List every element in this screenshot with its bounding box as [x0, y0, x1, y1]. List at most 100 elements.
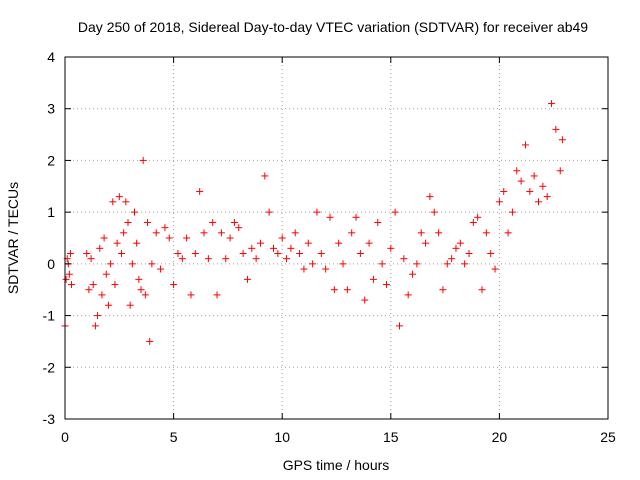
- data-points: [61, 100, 566, 345]
- data-point: [239, 250, 247, 258]
- data-point: [196, 187, 204, 195]
- data-point: [204, 255, 212, 263]
- data-point: [309, 260, 317, 268]
- data-point: [517, 177, 525, 185]
- y-tick-label: 2: [47, 152, 55, 168]
- data-point: [378, 260, 386, 268]
- y-tick-label: 4: [47, 49, 55, 65]
- data-point: [191, 250, 199, 258]
- data-point: [456, 239, 464, 247]
- data-point: [217, 229, 225, 237]
- data-point: [443, 260, 451, 268]
- data-point: [339, 260, 347, 268]
- data-point: [487, 250, 495, 258]
- data-point: [183, 234, 191, 242]
- x-tick-label: 5: [170, 429, 178, 445]
- data-point: [178, 255, 186, 263]
- data-point: [261, 172, 269, 180]
- data-point: [439, 286, 447, 294]
- data-point: [422, 239, 430, 247]
- data-point: [400, 255, 408, 263]
- data-point: [296, 250, 304, 258]
- data-point: [87, 255, 95, 263]
- data-point: [85, 286, 93, 294]
- data-point: [552, 125, 560, 133]
- data-point: [133, 239, 141, 247]
- data-point: [109, 198, 117, 206]
- y-tick-label: -1: [43, 308, 56, 324]
- data-point: [157, 265, 165, 273]
- data-point: [187, 291, 195, 299]
- data-point: [248, 244, 256, 252]
- data-point: [461, 260, 469, 268]
- data-point: [126, 301, 134, 309]
- data-point: [135, 275, 143, 283]
- data-point: [274, 250, 282, 258]
- grid-lines: [65, 57, 608, 419]
- data-point: [117, 250, 125, 258]
- data-point: [365, 239, 373, 247]
- data-point: [148, 260, 156, 268]
- data-point: [98, 291, 106, 299]
- data-point: [209, 218, 217, 226]
- data-point: [200, 229, 208, 237]
- data-point: [66, 250, 74, 258]
- data-point: [152, 229, 160, 237]
- x-tick-label: 0: [61, 429, 69, 445]
- x-axis-label: GPS time / hours: [283, 457, 390, 473]
- data-point: [491, 265, 499, 273]
- x-tick-label: 25: [600, 429, 616, 445]
- data-point: [287, 244, 295, 252]
- data-point: [556, 167, 564, 175]
- data-point: [322, 265, 330, 273]
- data-point: [387, 244, 395, 252]
- data-point: [395, 322, 403, 330]
- data-point: [417, 229, 425, 237]
- data-point: [356, 250, 364, 258]
- data-point: [96, 244, 104, 252]
- data-point: [500, 187, 508, 195]
- data-point: [404, 291, 412, 299]
- data-point: [165, 234, 173, 242]
- y-tick-label: -3: [43, 411, 56, 427]
- data-point: [131, 208, 139, 216]
- data-point: [452, 244, 460, 252]
- data-point: [508, 208, 516, 216]
- data-point: [465, 250, 473, 258]
- chart-title: Day 250 of 2018, Sidereal Day-to-day VTE…: [78, 19, 588, 35]
- data-point: [513, 167, 521, 175]
- data-point: [83, 250, 91, 258]
- data-point: [137, 286, 145, 294]
- data-point: [352, 213, 360, 221]
- data-point: [144, 218, 152, 226]
- data-point: [91, 322, 99, 330]
- x-tick-label: 15: [383, 429, 399, 445]
- data-point: [252, 255, 260, 263]
- y-axis-label: SDTVAR / TECUs: [5, 182, 21, 294]
- x-tick-label: 10: [274, 429, 290, 445]
- data-point: [102, 270, 110, 278]
- data-point: [170, 281, 178, 289]
- data-point: [534, 198, 542, 206]
- data-point: [230, 218, 238, 226]
- data-point: [435, 229, 443, 237]
- data-point: [539, 182, 547, 190]
- data-point: [62, 275, 70, 283]
- data-point: [313, 208, 321, 216]
- data-point: [222, 255, 230, 263]
- data-point: [317, 250, 325, 258]
- data-point: [113, 239, 121, 247]
- data-point: [558, 136, 566, 144]
- data-point: [94, 312, 102, 320]
- data-point: [348, 229, 356, 237]
- data-point: [141, 291, 149, 299]
- data-point: [128, 260, 136, 268]
- data-point: [226, 234, 234, 242]
- data-point: [100, 234, 108, 242]
- data-point: [174, 250, 182, 258]
- data-point: [278, 234, 286, 242]
- data-point: [89, 281, 97, 289]
- y-tick-label: 3: [47, 101, 55, 117]
- data-point: [111, 281, 119, 289]
- data-point: [304, 239, 312, 247]
